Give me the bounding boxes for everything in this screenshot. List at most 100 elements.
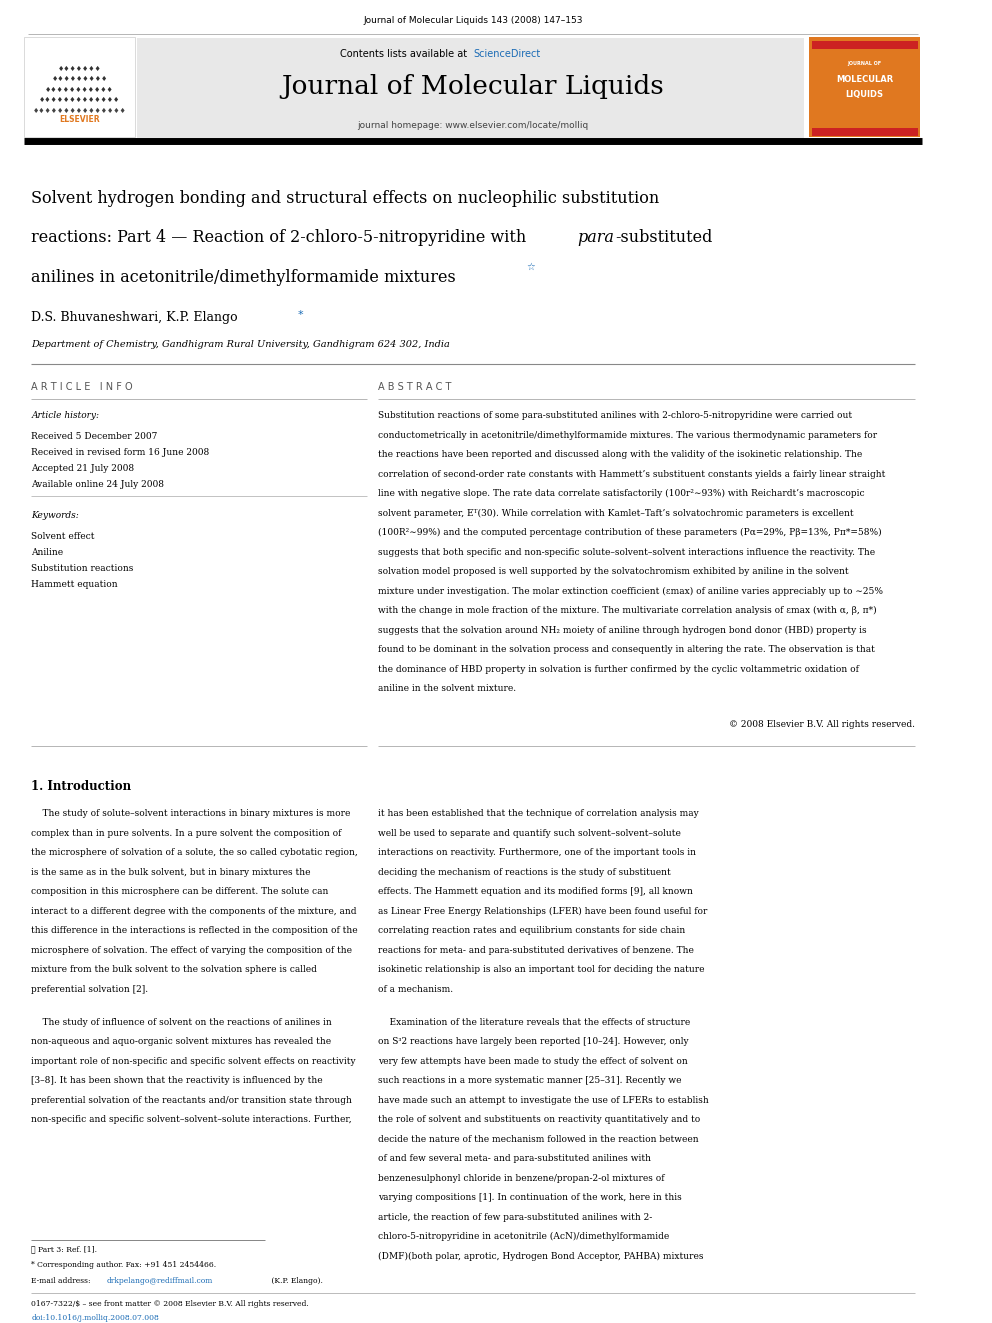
Text: E-mail address:: E-mail address: xyxy=(31,1277,93,1285)
Text: non-aqueous and aquo-organic solvent mixtures has revealed the: non-aqueous and aquo-organic solvent mix… xyxy=(31,1037,331,1046)
Text: suggests that the solvation around NH₂ moiety of aniline through hydrogen bond d: suggests that the solvation around NH₂ m… xyxy=(378,626,867,635)
Text: important role of non-specific and specific solvent effects on reactivity: important role of non-specific and speci… xyxy=(31,1057,356,1065)
Text: journal homepage: www.elsevier.com/locate/molliq: journal homepage: www.elsevier.com/locat… xyxy=(357,122,588,130)
Text: have made such an attempt to investigate the use of LFERs to establish: have made such an attempt to investigate… xyxy=(378,1095,709,1105)
Text: conductometrically in acetonitrile/dimethylformamide mixtures. The various therm: conductometrically in acetonitrile/dimet… xyxy=(378,431,878,439)
Text: 0167-7322/$ – see front matter © 2008 Elsevier B.V. All rights reserved.: 0167-7322/$ – see front matter © 2008 El… xyxy=(31,1299,309,1307)
Text: (DMF)(both polar, aprotic, Hydrogen Bond Acceptor, PAHBA) mixtures: (DMF)(both polar, aprotic, Hydrogen Bond… xyxy=(378,1252,704,1261)
Text: correlation of second-order rate constants with Hammett’s substituent constants : correlation of second-order rate constan… xyxy=(378,470,886,479)
Text: aniline in the solvent mixture.: aniline in the solvent mixture. xyxy=(378,684,517,693)
Text: JOURNAL OF: JOURNAL OF xyxy=(847,61,882,66)
Text: non-specific and specific solvent–solvent–solute interactions. Further,: non-specific and specific solvent–solven… xyxy=(31,1115,352,1125)
Text: ♦♦♦♦♦♦♦♦♦: ♦♦♦♦♦♦♦♦♦ xyxy=(52,77,107,82)
Text: is the same as in the bulk solvent, but in binary mixtures the: is the same as in the bulk solvent, but … xyxy=(31,868,310,877)
Text: effects. The Hammett equation and its modified forms [9], all known: effects. The Hammett equation and its mo… xyxy=(378,888,693,896)
Text: *: * xyxy=(298,310,304,320)
Text: Substitution reactions of some para-substituted anilines with 2-chloro-5-nitropy: Substitution reactions of some para-subs… xyxy=(378,411,852,421)
Text: the microsphere of solvation of a solute, the so called cybotatic region,: the microsphere of solvation of a solute… xyxy=(31,848,358,857)
Text: D.S. Bhuvaneshwari, K.P. Elango: D.S. Bhuvaneshwari, K.P. Elango xyxy=(31,311,238,324)
Text: interact to a different degree with the components of the mixture, and: interact to a different degree with the … xyxy=(31,906,357,916)
Text: -substituted: -substituted xyxy=(615,229,712,246)
Text: Available online 24 July 2008: Available online 24 July 2008 xyxy=(31,480,165,488)
Text: The study of influence of solvent on the reactions of anilines in: The study of influence of solvent on the… xyxy=(31,1017,332,1027)
Text: varying compositions [1]. In continuation of the work, here in this: varying compositions [1]. In continuatio… xyxy=(378,1193,682,1203)
FancyBboxPatch shape xyxy=(24,37,135,138)
Text: ♦♦♦♦♦♦♦♦♦♦♦♦♦♦♦: ♦♦♦♦♦♦♦♦♦♦♦♦♦♦♦ xyxy=(33,107,126,114)
Text: mixture from the bulk solvent to the solvation sphere is called: mixture from the bulk solvent to the sol… xyxy=(31,966,317,974)
Text: A B S T R A C T: A B S T R A C T xyxy=(378,382,451,392)
FancyBboxPatch shape xyxy=(808,37,921,138)
Text: the reactions have been reported and discussed along with the validity of the is: the reactions have been reported and dis… xyxy=(378,450,863,459)
Text: solvent parameter, Eᵀ(30). While correlation with Kamlet–Taft’s solvatochromic p: solvent parameter, Eᵀ(30). While correla… xyxy=(378,509,854,517)
Text: benzenesulphonyl chloride in benzene/propan-2-ol mixtures of: benzenesulphonyl chloride in benzene/pro… xyxy=(378,1174,665,1183)
Text: drkpelango@rediffmail.com: drkpelango@rediffmail.com xyxy=(107,1277,213,1285)
Text: Article history:: Article history: xyxy=(31,411,99,421)
Text: this difference in the interactions is reflected in the composition of the: this difference in the interactions is r… xyxy=(31,926,358,935)
Text: composition in this microsphere can be different. The solute can: composition in this microsphere can be d… xyxy=(31,888,328,896)
Text: LIQUIDS: LIQUIDS xyxy=(845,90,884,99)
Text: 1. Introduction: 1. Introduction xyxy=(31,781,131,794)
Text: Received in revised form 16 June 2008: Received in revised form 16 June 2008 xyxy=(31,448,209,458)
Text: suggests that both specific and non-specific solute–solvent–solvent interactions: suggests that both specific and non-spec… xyxy=(378,548,876,557)
Text: anilines in acetonitrile/dimethylformamide mixtures: anilines in acetonitrile/dimethylformami… xyxy=(31,269,456,286)
Text: of a mechanism.: of a mechanism. xyxy=(378,984,453,994)
Text: such reactions in a more systematic manner [25–31]. Recently we: such reactions in a more systematic mann… xyxy=(378,1076,682,1085)
Text: (100R²∼99%) and the computed percentage contribution of these parameters (Pα=29%: (100R²∼99%) and the computed percentage … xyxy=(378,528,882,537)
FancyBboxPatch shape xyxy=(811,128,918,136)
Text: Contents lists available at: Contents lists available at xyxy=(340,49,470,58)
Text: deciding the mechanism of reactions is the study of substituent: deciding the mechanism of reactions is t… xyxy=(378,868,672,877)
Text: complex than in pure solvents. In a pure solvent the composition of: complex than in pure solvents. In a pure… xyxy=(31,828,341,837)
Text: Substitution reactions: Substitution reactions xyxy=(31,564,134,573)
Text: preferential solvation [2].: preferential solvation [2]. xyxy=(31,984,149,994)
Text: ELSEVIER: ELSEVIER xyxy=(60,115,100,124)
Text: with the change in mole fraction of the mixture. The multivariate correlation an: with the change in mole fraction of the … xyxy=(378,606,877,615)
Text: ☆ Part 3: Ref. [1].: ☆ Part 3: Ref. [1]. xyxy=(31,1245,97,1254)
Text: reactions for meta- and para-substituted derivatives of benzene. The: reactions for meta- and para-substituted… xyxy=(378,946,694,955)
Text: Accepted 21 July 2008: Accepted 21 July 2008 xyxy=(31,464,134,472)
Text: Solvent hydrogen bonding and structural effects on nucleophilic substitution: Solvent hydrogen bonding and structural … xyxy=(31,189,660,206)
Text: it has been established that the technique of correlation analysis may: it has been established that the techniq… xyxy=(378,810,699,819)
Text: correlating reaction rates and equilibrium constants for side chain: correlating reaction rates and equilibri… xyxy=(378,926,685,935)
Text: Solvent effect: Solvent effect xyxy=(31,532,94,541)
Text: solvation model proposed is well supported by the solvatochromism exhibited by a: solvation model proposed is well support… xyxy=(378,568,849,577)
Text: ♦♦♦♦♦♦♦♦♦♦♦: ♦♦♦♦♦♦♦♦♦♦♦ xyxy=(45,86,114,93)
Text: Received 5 December 2007: Received 5 December 2007 xyxy=(31,433,158,442)
Text: on Sᵌ2 reactions have largely been reported [10–24]. However, only: on Sᵌ2 reactions have largely been repor… xyxy=(378,1037,689,1046)
Text: well be used to separate and quantify such solvent–solvent–solute: well be used to separate and quantify su… xyxy=(378,828,682,837)
Text: ♦♦♦♦♦♦♦: ♦♦♦♦♦♦♦ xyxy=(58,66,101,71)
Text: as Linear Free Energy Relationships (LFER) have been found useful for: as Linear Free Energy Relationships (LFE… xyxy=(378,906,707,916)
Text: found to be dominant in the solvation process and consequently in altering the r: found to be dominant in the solvation pr… xyxy=(378,646,875,655)
Text: A R T I C L E   I N F O: A R T I C L E I N F O xyxy=(31,382,133,392)
Text: Journal of Molecular Liquids 143 (2008) 147–153: Journal of Molecular Liquids 143 (2008) … xyxy=(363,16,582,25)
Text: ☆: ☆ xyxy=(526,262,535,273)
FancyBboxPatch shape xyxy=(811,41,918,49)
Text: doi:10.1016/j.molliq.2008.07.008: doi:10.1016/j.molliq.2008.07.008 xyxy=(31,1314,159,1322)
Text: The study of solute–solvent interactions in binary mixtures is more: The study of solute–solvent interactions… xyxy=(31,810,350,819)
Text: Department of Chemistry, Gandhigram Rural University, Gandhigram 624 302, India: Department of Chemistry, Gandhigram Rura… xyxy=(31,340,450,349)
Text: Aniline: Aniline xyxy=(31,548,63,557)
Text: the dominance of HBD property in solvation is further confirmed by the cyclic vo: the dominance of HBD property in solvati… xyxy=(378,665,859,673)
Text: isokinetic relationship is also an important tool for deciding the nature: isokinetic relationship is also an impor… xyxy=(378,966,705,974)
Text: para: para xyxy=(577,229,614,246)
Text: the role of solvent and substituents on reactivity quantitatively and to: the role of solvent and substituents on … xyxy=(378,1115,700,1125)
Text: mixture under investigation. The molar extinction coefficient (εmax) of aniline : mixture under investigation. The molar e… xyxy=(378,587,883,595)
Text: (K.P. Elango).: (K.P. Elango). xyxy=(269,1277,322,1285)
Text: MOLECULAR: MOLECULAR xyxy=(836,74,893,83)
Text: reactions: Part 4 — Reaction of 2-chloro-5-nitropyridine with: reactions: Part 4 — Reaction of 2-chloro… xyxy=(31,229,532,246)
Text: [3–8]. It has been shown that the reactivity is influenced by the: [3–8]. It has been shown that the reacti… xyxy=(31,1076,322,1085)
Text: line with negative slope. The rate data correlate satisfactorily (100r²∼93%) wit: line with negative slope. The rate data … xyxy=(378,490,865,499)
Text: Keywords:: Keywords: xyxy=(31,512,79,520)
Text: ScienceDirect: ScienceDirect xyxy=(473,49,541,58)
Text: preferential solvation of the reactants and/or transition state through: preferential solvation of the reactants … xyxy=(31,1095,352,1105)
Text: decide the nature of the mechanism followed in the reaction between: decide the nature of the mechanism follo… xyxy=(378,1135,699,1143)
Text: Hammett equation: Hammett equation xyxy=(31,579,118,589)
FancyBboxPatch shape xyxy=(137,38,805,139)
Text: interactions on reactivity. Furthermore, one of the important tools in: interactions on reactivity. Furthermore,… xyxy=(378,848,696,857)
Text: ♦♦♦♦♦♦♦♦♦♦♦♦♦: ♦♦♦♦♦♦♦♦♦♦♦♦♦ xyxy=(39,97,120,103)
Text: Examination of the literature reveals that the effects of structure: Examination of the literature reveals th… xyxy=(378,1017,690,1027)
Text: very few attempts have been made to study the effect of solvent on: very few attempts have been made to stud… xyxy=(378,1057,688,1065)
Text: microsphere of solvation. The effect of varying the composition of the: microsphere of solvation. The effect of … xyxy=(31,946,352,955)
Text: article, the reaction of few para-substituted anilines with 2-: article, the reaction of few para-substi… xyxy=(378,1213,653,1221)
Text: of and few several meta- and para-substituted anilines with: of and few several meta- and para-substi… xyxy=(378,1154,652,1163)
Text: * Corresponding author. Fax: +91 451 2454466.: * Corresponding author. Fax: +91 451 245… xyxy=(31,1261,216,1269)
